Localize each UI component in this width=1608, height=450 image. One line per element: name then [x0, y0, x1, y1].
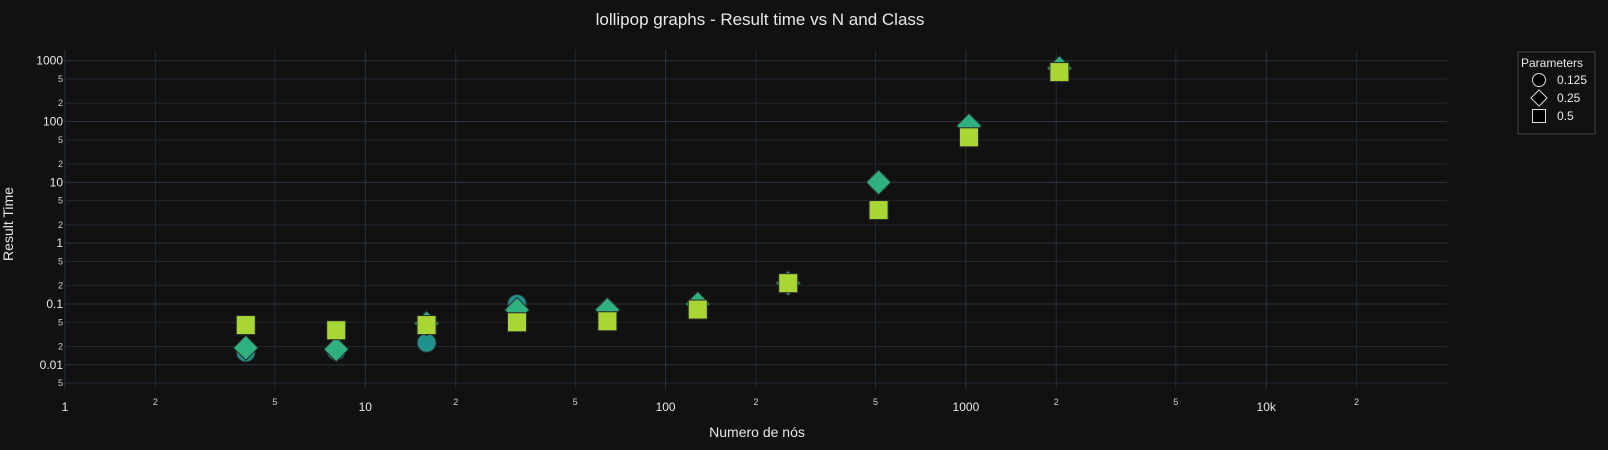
- x-tick-label-minor: 5: [873, 397, 878, 407]
- legend-label: 0.25: [1557, 91, 1581, 105]
- x-tick-label: 10k: [1257, 400, 1277, 414]
- y-tick-label-minor: 5: [58, 135, 63, 145]
- data-point-square: [416, 315, 437, 336]
- chart-title: lollipop graphs - Result time vs N and C…: [596, 10, 925, 29]
- data-point-square: [597, 311, 618, 332]
- legend-items[interactable]: 0.125 0.25 0.5: [1530, 73, 1588, 123]
- y-tick-label-minor: 5: [58, 256, 63, 266]
- legend-item[interactable]: 0.5: [1532, 109, 1575, 123]
- tick-labels: 2 5 2 5 2 5 2 5 2 1 10 100 1000 10k 5 2 5 2 5 2 5 2 5 2 5 0.01 0.1…: [36, 54, 1359, 414]
- y-tick-label-minor: 2: [58, 98, 63, 108]
- x-tick-label: 1: [62, 400, 69, 414]
- x-tick-label: 10: [359, 400, 373, 414]
- y-tick-label-minor: 2: [58, 341, 63, 351]
- x-tick-label-minor: 5: [1173, 397, 1178, 407]
- legend-title: Parameters: [1521, 56, 1583, 70]
- legend-item[interactable]: 0.25: [1530, 89, 1581, 107]
- data-point-square: [958, 127, 979, 148]
- y-tick-label: 1: [56, 236, 63, 250]
- y-tick-label: 10: [50, 175, 64, 189]
- y-axis-label: Result Time: [0, 187, 16, 261]
- data-point-square: [1049, 62, 1070, 83]
- y-tick-label: 1000: [36, 54, 63, 68]
- x-tick-label-minor: 2: [1054, 397, 1059, 407]
- y-tick-label-minor: 5: [58, 378, 63, 388]
- legend-item[interactable]: 0.125: [1532, 73, 1588, 87]
- x-tick-label-minor: 2: [453, 397, 458, 407]
- x-tick-label-minor: 2: [753, 397, 758, 407]
- data-point-diamond: [323, 336, 350, 363]
- data-markers: [232, 55, 1073, 363]
- y-tick-label-minor: 5: [58, 317, 63, 327]
- y-tick-label: 0.1: [46, 297, 63, 311]
- data-point-diamond: [232, 334, 259, 361]
- legend-symbol-square: [1532, 109, 1546, 123]
- y-tick-label: 0.01: [40, 358, 64, 372]
- x-tick-label-minor: 2: [153, 397, 158, 407]
- x-tick-label: 1000: [953, 400, 980, 414]
- y-tick-label-minor: 2: [58, 281, 63, 291]
- data-point-square: [778, 273, 799, 294]
- x-tick-label-minor: 5: [573, 397, 578, 407]
- x-tick-label-minor: 2: [1354, 397, 1359, 407]
- x-tick-label: 100: [656, 400, 676, 414]
- x-tick-label-minor: 5: [272, 397, 277, 407]
- y-tick-label: 100: [43, 115, 63, 129]
- legend-box: [1517, 51, 1596, 135]
- x-axis-label: Numero de nós: [709, 424, 805, 440]
- data-point-square: [868, 200, 889, 221]
- data-point-square: [326, 320, 347, 341]
- grid: [64, 50, 1447, 389]
- data-point-square: [506, 312, 527, 333]
- y-tick-label-minor: 2: [58, 220, 63, 230]
- y-tick-label-minor: 5: [58, 74, 63, 84]
- data-point-square: [687, 299, 708, 320]
- series-square: [235, 62, 1070, 341]
- legend[interactable]: Parameters 0.125 0.25 0.5: [1517, 51, 1596, 135]
- y-tick-label-minor: 2: [58, 159, 63, 169]
- legend-label: 0.5: [1557, 109, 1574, 123]
- legend-label: 0.125: [1557, 73, 1587, 87]
- data-point-diamond: [865, 169, 892, 196]
- legend-symbol-circle: [1532, 73, 1546, 87]
- data-point-square: [235, 315, 256, 336]
- legend-symbol-diamond: [1530, 89, 1548, 107]
- y-tick-label-minor: 5: [58, 196, 63, 206]
